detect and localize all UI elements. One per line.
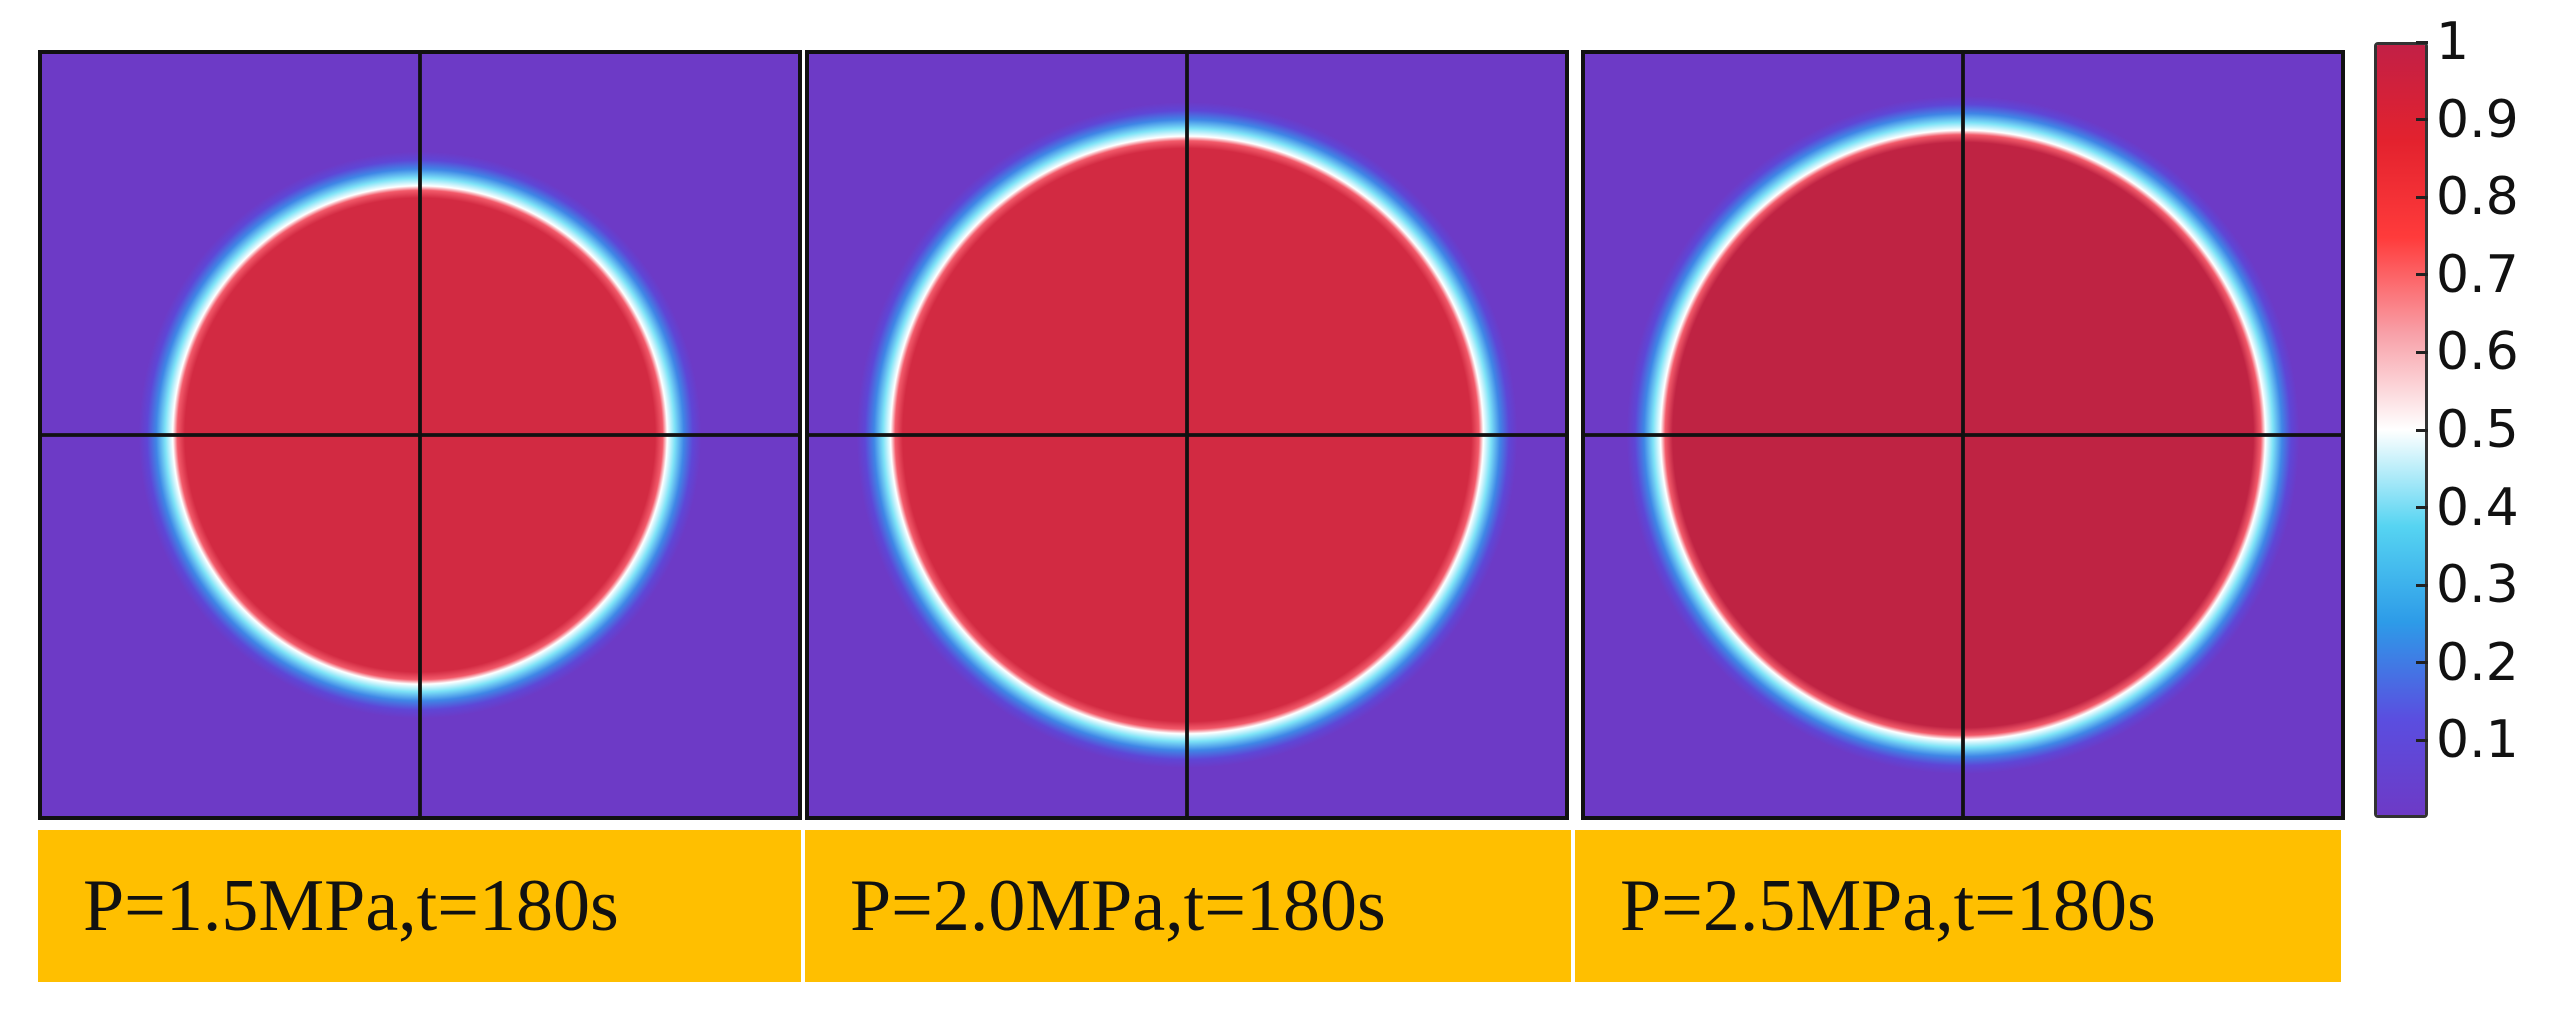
colorbar-tick-label: 0.9 <box>2416 90 2564 150</box>
colorbar-tick-label: 0.7 <box>2416 245 2564 305</box>
colorbar-tick-label: 0.3 <box>2416 555 2564 615</box>
colorbar-tick-label: 0.1 <box>2416 710 2564 770</box>
colorbar-tick-label: 0.5 <box>2416 400 2564 460</box>
simulation-panel-1p5mpa <box>38 50 802 820</box>
panel-field <box>809 54 1565 816</box>
caption-2p5mpa: P=2.5MPa,t=180s <box>1575 830 2341 982</box>
colorbar-tick-label: 0.2 <box>2416 633 2564 693</box>
simulation-panel-2p5mpa <box>1581 50 2345 820</box>
caption-1p5mpa: P=1.5MPa,t=180s <box>38 830 801 982</box>
colorbar-ticks: 1 0.9 0.8 0.7 0.6 0.5 0.4 0.3 0.2 0.1 <box>2416 0 2564 840</box>
panel-field <box>1585 54 2341 816</box>
caption-2p0mpa: P=2.0MPa,t=180s <box>805 830 1571 982</box>
simulation-panel-2p0mpa <box>805 50 1569 820</box>
colorbar-tick-label: 0.8 <box>2416 167 2564 227</box>
panel-field <box>42 54 798 816</box>
colorbar-tick-label: 0.6 <box>2416 322 2564 382</box>
colorbar-tick-label: 1 <box>2416 12 2564 72</box>
colorbar-tick-label: 0.4 <box>2416 478 2564 538</box>
